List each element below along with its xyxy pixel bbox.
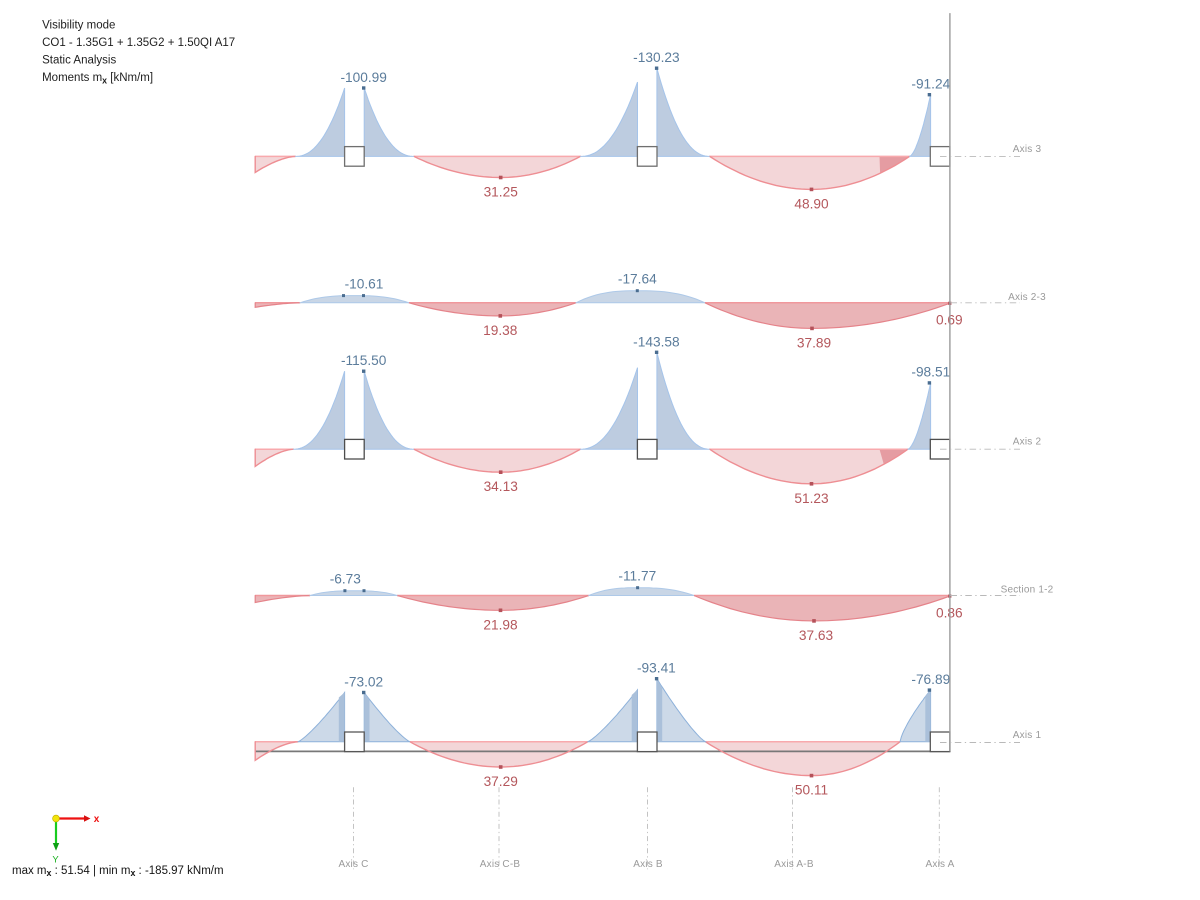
svg-text:51.23: 51.23 xyxy=(794,491,829,506)
svg-text:50.11: 50.11 xyxy=(795,783,828,798)
svg-text:-6.73: -6.73 xyxy=(330,572,362,587)
svg-text:-73.02: -73.02 xyxy=(344,675,383,690)
svg-text:-143.58: -143.58 xyxy=(633,334,680,349)
svg-text:19.38: 19.38 xyxy=(483,323,518,338)
svg-text:21.98: 21.98 xyxy=(483,617,518,632)
svg-text:34.13: 34.13 xyxy=(484,479,519,494)
svg-text:-115.50: -115.50 xyxy=(341,353,387,368)
svg-text:-10.61: -10.61 xyxy=(345,277,384,292)
svg-text:-98.51: -98.51 xyxy=(911,365,950,380)
svg-text:Axis 2-3: Axis 2-3 xyxy=(1008,292,1046,303)
svg-text:x: x xyxy=(94,814,100,825)
svg-text:Axis B: Axis B xyxy=(633,859,663,870)
svg-text:Axis A-B: Axis A-B xyxy=(774,859,814,870)
svg-text:Axis C-B: Axis C-B xyxy=(480,859,521,870)
svg-text:31.25: 31.25 xyxy=(484,185,519,200)
svg-text:-130.23: -130.23 xyxy=(633,50,680,65)
svg-text:-17.64: -17.64 xyxy=(618,272,657,287)
svg-text:Moments mx [kNm/m]: Moments mx [kNm/m] xyxy=(42,72,153,85)
svg-text:Static Analysis: Static Analysis xyxy=(42,55,116,67)
svg-text:CO1 - 1.35G1 + 1.35G2 + 1.50QI: CO1 - 1.35G1 + 1.35G2 + 1.50QI A17 xyxy=(42,37,235,49)
svg-text:Section 1-2: Section 1-2 xyxy=(1001,585,1054,596)
svg-text:max mx : 51.54 | min mx : -185: max mx : 51.54 | min mx : -185.97 kNm/m xyxy=(12,865,224,878)
svg-text:Y: Y xyxy=(52,854,59,865)
svg-text:-100.99: -100.99 xyxy=(340,70,386,85)
svg-text:Visibility mode: Visibility mode xyxy=(42,20,115,32)
svg-text:Axis 3: Axis 3 xyxy=(1013,144,1042,155)
svg-text:37.63: 37.63 xyxy=(799,628,834,643)
svg-text:37.89: 37.89 xyxy=(797,335,831,350)
svg-text:Axis 2: Axis 2 xyxy=(1013,437,1042,448)
svg-text:Axis 1: Axis 1 xyxy=(1013,730,1042,741)
svg-text:Axis A: Axis A xyxy=(926,859,955,870)
svg-text:-91.24: -91.24 xyxy=(911,77,950,92)
svg-text:-93.41: -93.41 xyxy=(637,661,676,676)
svg-text:-76.89: -76.89 xyxy=(911,672,950,687)
svg-text:48.90: 48.90 xyxy=(794,196,829,211)
svg-text:-11.77: -11.77 xyxy=(618,569,656,584)
svg-text:37.29: 37.29 xyxy=(484,774,518,789)
svg-text:Axis C: Axis C xyxy=(338,859,368,870)
